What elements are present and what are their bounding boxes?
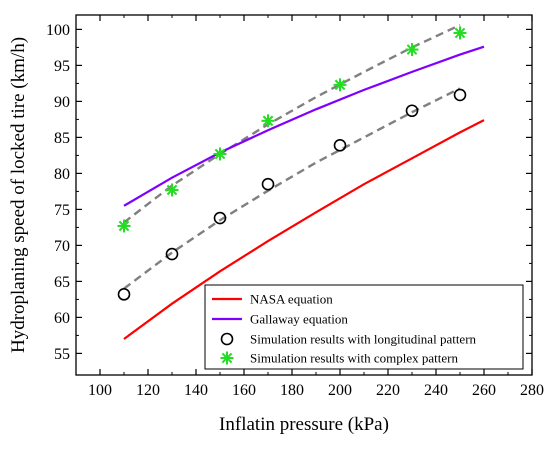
x-tick-label: 140 [184,382,208,399]
plot-area [117,24,485,340]
y-tick-label: 90 [54,94,70,111]
y-tick-label: 80 [54,166,70,183]
complex-point [117,219,131,233]
legend-longitudinal-label: Simulation results with longitudinal pat… [250,332,477,347]
longitudinal-point [405,104,419,118]
star-stroke [406,44,418,55]
y-tick-label: 70 [54,238,70,255]
legend-nasa-label: NASA equation [250,292,333,307]
longitudinal-point [165,247,179,261]
gallaway-equation-line [123,45,485,207]
x-tick-label: 120 [136,382,160,399]
x-axis: 100 120 140 160 180 200 220 240 260 280 [88,15,544,399]
plot-frame [75,14,533,376]
complex-point [165,183,179,197]
x-tick-label: 280 [520,382,544,399]
x-tick-label: 100 [88,382,112,399]
longitudinal-point [333,139,347,152]
longitudinal-point [261,177,275,191]
complex-point [333,78,347,92]
longitudinal-point [453,88,467,102]
y-tick-label: 95 [54,58,70,75]
star-stroke [166,184,178,196]
longitudinal-point [117,288,131,301]
x-tick-label: 160 [232,382,256,399]
x-tick-label: 260 [472,382,496,399]
star-stroke [454,27,466,39]
star-stroke [221,352,233,364]
x-tick-label: 180 [280,382,304,399]
star-stroke [262,115,274,127]
complex-point [261,114,275,128]
legend-complex-label: Simulation results with complex pattern [250,351,458,366]
star-stroke [334,79,346,91]
star-stroke [118,220,130,232]
legend: NASA equation Gallaway equation Simulation… [204,284,524,370]
y-axis-label: Hydroplaning speed of locked tire (km/h) [8,37,29,353]
y-tick-label: 100 [46,22,70,39]
y-tick-label: 75 [54,202,70,219]
longitudinal-point [213,211,227,225]
complex-point [453,26,467,40]
y-tick-label: 55 [54,346,70,363]
x-tick-label: 240 [424,382,448,399]
complex-point [405,43,419,57]
nasa-equation-line [123,119,485,340]
y-tick-label: 60 [54,310,70,327]
fit-line-dashed [123,24,461,224]
legend-complex-swatch [220,351,234,365]
legend-frame [204,284,524,370]
star-stroke [214,148,226,160]
x-tick-label: 200 [328,382,352,399]
legend-gallaway-label: Gallaway equation [250,312,348,327]
y-axis: 55 60 65 70 75 80 85 90 95 100 [46,22,532,363]
y-tick-label: 85 [54,130,70,147]
x-axis-label: Inflatin pressure (kPa) [219,414,389,435]
fit-line-dashed [123,87,461,290]
complex-point [213,147,227,161]
y-tick-label: 65 [54,274,70,291]
x-tick-label: 220 [376,382,400,399]
legend-longitudinal-swatch [220,332,234,346]
